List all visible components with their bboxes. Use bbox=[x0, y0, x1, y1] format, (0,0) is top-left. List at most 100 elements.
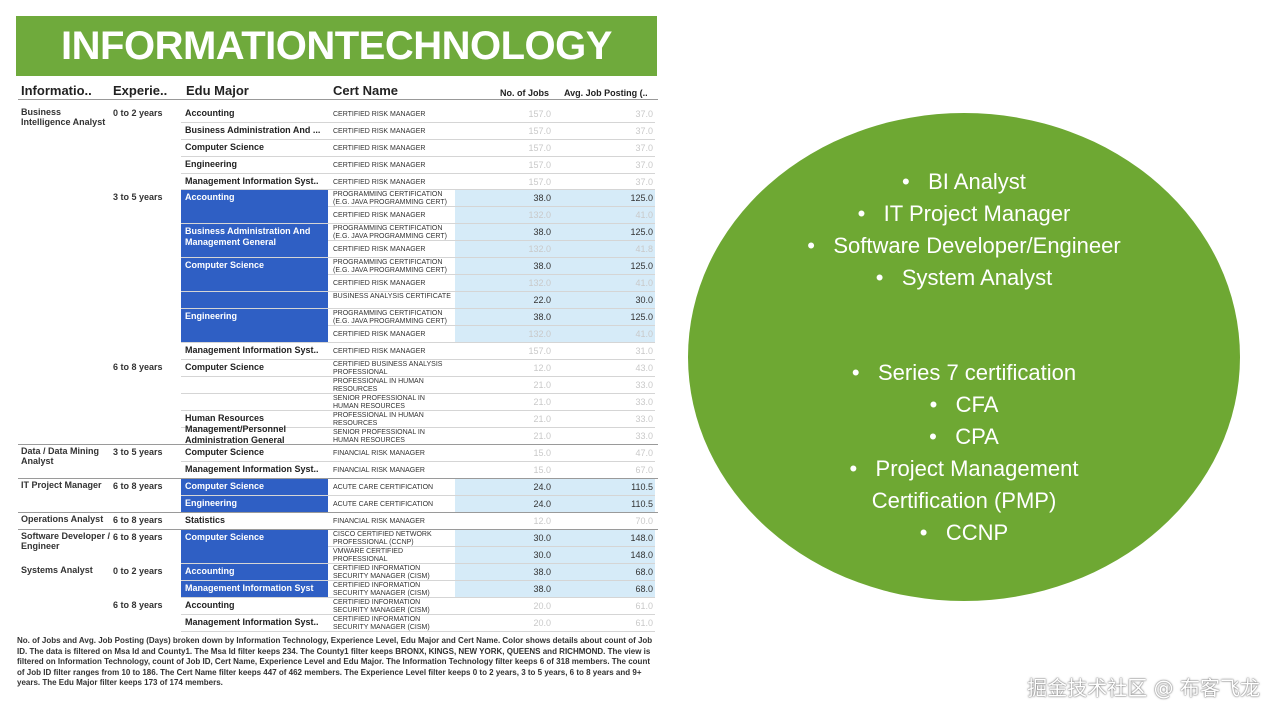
edu-major-cell[interactable]: Human Resources Management/Personnel Adm… bbox=[185, 413, 287, 445]
edu-major-cell[interactable]: Management Information Syst.. bbox=[185, 345, 319, 355]
avg-posting-days: 30.0 bbox=[635, 295, 653, 305]
summary-circle bbox=[688, 113, 1240, 601]
jobs-count: 38.0 bbox=[533, 261, 551, 271]
jobs-count: 15.0 bbox=[533, 448, 551, 458]
header-avg-posting[interactable]: Avg. Job Posting (.. bbox=[564, 88, 648, 98]
jobs-count: 30.0 bbox=[533, 533, 551, 543]
edu-major-cell[interactable]: Management Information Syst.. bbox=[185, 176, 319, 186]
edu-major-cell[interactable]: Computer Science bbox=[185, 362, 265, 372]
jobs-count: 30.0 bbox=[533, 550, 551, 560]
experience-label: 6 to 8 years bbox=[113, 362, 163, 372]
edu-major-cell[interactable]: Management Information Syst.. bbox=[185, 464, 319, 474]
row-divider bbox=[181, 325, 655, 326]
experience-label: 6 to 8 years bbox=[113, 600, 163, 610]
edu-major-cell[interactable]: Business Administration And Management G… bbox=[181, 224, 328, 257]
avg-posting-days: 125.0 bbox=[630, 193, 653, 203]
avg-posting-days: 37.0 bbox=[635, 160, 653, 170]
row-divider bbox=[181, 122, 655, 123]
avg-posting-days: 33.0 bbox=[635, 397, 653, 407]
certs-list: • Series 7 certification • CFA • CPA • P… bbox=[688, 357, 1240, 549]
jobs-count: 38.0 bbox=[533, 193, 551, 203]
row-divider bbox=[181, 546, 655, 547]
experience-label: 6 to 8 years bbox=[113, 532, 163, 542]
avg-posting-days: 33.0 bbox=[635, 380, 653, 390]
avg-posting-days: 37.0 bbox=[635, 143, 653, 153]
cert-item: • CFA bbox=[929, 392, 999, 417]
avg-posting-days: 148.0 bbox=[630, 533, 653, 543]
avg-posting-days: 41.0 bbox=[635, 210, 653, 220]
header-edu-major[interactable]: Edu Major bbox=[186, 83, 249, 98]
cert-name-cell: VMWARE CERTIFIED PROFESSIONAL bbox=[333, 548, 404, 563]
cert-item: Certification (PMP) bbox=[871, 488, 1057, 513]
edu-major-cell[interactable]: Accounting bbox=[181, 190, 328, 223]
avg-posting-days: 110.5 bbox=[631, 482, 653, 492]
edu-major-cell[interactable]: Statistics bbox=[185, 515, 226, 525]
edu-major-cell[interactable]: Computer Science bbox=[181, 479, 328, 495]
jobs-count: 157.0 bbox=[528, 160, 551, 170]
cert-name-cell: PROGRAMMING CERTIFICATION (E.G. JAVA PRO… bbox=[333, 310, 447, 325]
occupation-label: Operations Analyst bbox=[21, 514, 104, 524]
occupation-label: Software Developer / Engineer bbox=[21, 531, 111, 551]
edu-major-cell[interactable]: Management Information Syst bbox=[181, 581, 328, 597]
avg-posting-days: 61.0 bbox=[635, 601, 653, 611]
row-divider bbox=[181, 461, 655, 462]
edu-major-cell[interactable]: Engineering bbox=[181, 309, 328, 342]
cert-item: • CPA bbox=[929, 424, 999, 449]
edu-major-cell[interactable]: Accounting bbox=[185, 108, 235, 118]
row-divider bbox=[181, 495, 655, 496]
header-jobs[interactable]: No. of Jobs bbox=[500, 88, 549, 98]
table-header: Informatio.. Experie.. Edu Major Cert Na… bbox=[18, 82, 658, 100]
row-divider bbox=[181, 376, 655, 377]
experience-label: 0 to 2 years bbox=[113, 108, 163, 118]
cert-name-cell: CERTIFIED RISK MANAGER bbox=[333, 331, 426, 338]
cert-name-cell: CERTIFIED RISK MANAGER bbox=[333, 280, 426, 287]
jobs-count: 132.0 bbox=[528, 278, 551, 288]
edu-major-cell[interactable]: Accounting bbox=[185, 600, 235, 610]
row-divider bbox=[181, 173, 655, 174]
jobs-count: 157.0 bbox=[528, 109, 551, 119]
cert-name-cell: FINANCIAL RISK MANAGER bbox=[333, 467, 425, 474]
header-experience[interactable]: Experie.. bbox=[113, 83, 168, 98]
cert-name-cell: BUSINESS ANALYSIS CERTIFICATE bbox=[333, 293, 451, 300]
header-cert-name[interactable]: Cert Name bbox=[333, 83, 399, 98]
jobs-count: 132.0 bbox=[528, 244, 551, 254]
cert-name-cell: PROGRAMMING CERTIFICATION (E.G. JAVA PRO… bbox=[333, 259, 447, 274]
highlight-band bbox=[455, 479, 655, 513]
highlight-band bbox=[455, 530, 655, 564]
row-divider bbox=[181, 189, 655, 190]
experience-label: 6 to 8 years bbox=[113, 481, 163, 491]
avg-posting-days: 125.0 bbox=[630, 261, 653, 271]
jobs-count: 24.0 bbox=[533, 499, 551, 509]
row-divider bbox=[181, 291, 655, 292]
edu-major-cell[interactable]: Computer Science bbox=[181, 530, 328, 563]
edu-major-cell[interactable]: Engineering bbox=[185, 159, 238, 169]
role-item: • IT Project Manager bbox=[857, 201, 1071, 226]
occupation-label: IT Project Manager bbox=[21, 480, 102, 490]
edu-major-cell[interactable]: Management Information Syst.. bbox=[185, 617, 319, 627]
experience-label: 3 to 5 years bbox=[113, 447, 163, 457]
edu-major-cell[interactable]: Accounting bbox=[181, 564, 328, 580]
jobs-count: 21.0 bbox=[533, 397, 551, 407]
edu-major-cell[interactable]: Computer Science bbox=[185, 142, 265, 152]
edu-major-cell[interactable]: Computer Science bbox=[185, 447, 265, 457]
table-caption: No. of Jobs and Avg. Job Posting (Days) … bbox=[17, 636, 653, 687]
role-item: • BI Analyst bbox=[902, 169, 1026, 194]
edu-major-cell[interactable]: Business Administration And ... bbox=[185, 125, 321, 135]
occupation-label: Business Intelligence Analyst bbox=[21, 107, 106, 127]
avg-posting-days: 43.0 bbox=[635, 363, 653, 373]
edu-major-cell[interactable]: Engineering bbox=[181, 496, 328, 512]
avg-posting-days: 41.8 bbox=[635, 244, 653, 254]
edu-major-cell[interactable]: Computer Science bbox=[181, 258, 328, 308]
row-divider bbox=[181, 257, 655, 258]
cert-name-cell: ACUTE CARE CERTIFICATION bbox=[333, 484, 434, 491]
cert-name-cell: CISCO CERTIFIED NETWORK PROFESSIONAL (CC… bbox=[333, 531, 432, 546]
header-occupation[interactable]: Informatio.. bbox=[21, 83, 92, 98]
row-divider bbox=[181, 580, 655, 581]
row-divider bbox=[181, 631, 655, 632]
jobs-count: 157.0 bbox=[528, 177, 551, 187]
cert-name-cell: CERTIFIED RISK MANAGER bbox=[333, 111, 426, 118]
cert-name-cell: CERTIFIED INFORMATION SECURITY MANAGER (… bbox=[333, 565, 430, 580]
row-divider bbox=[181, 308, 655, 309]
role-item: • Software Developer/Engineer bbox=[807, 233, 1121, 258]
jobs-count: 38.0 bbox=[533, 584, 551, 594]
